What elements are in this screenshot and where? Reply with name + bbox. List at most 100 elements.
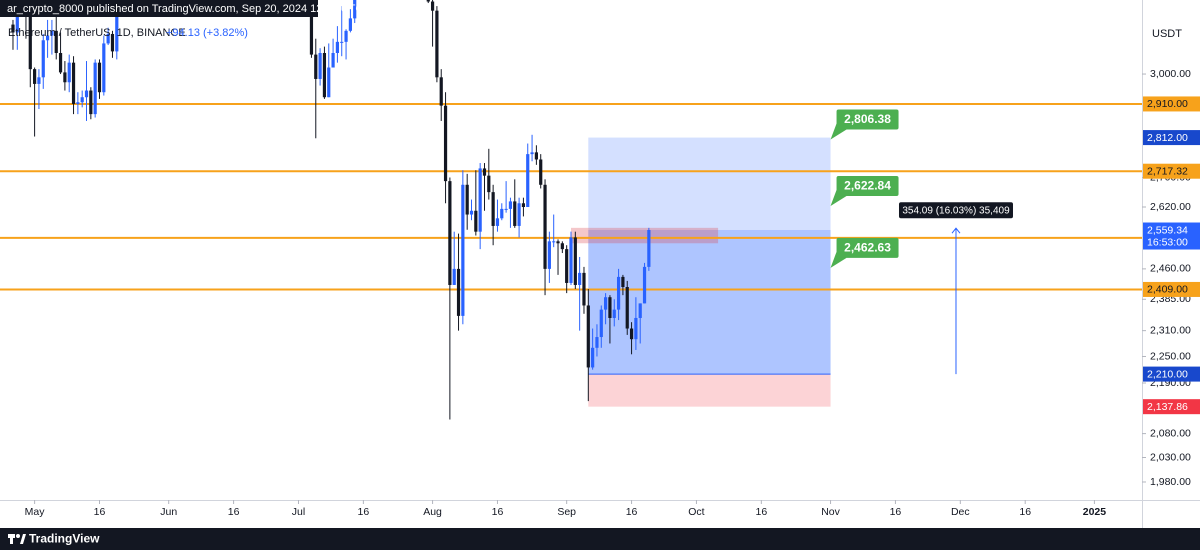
candle-body bbox=[443, 105, 448, 182]
x-tick-label: 16 bbox=[890, 506, 902, 518]
candle-body bbox=[621, 276, 625, 288]
candle-body bbox=[33, 69, 37, 84]
logo bbox=[8, 534, 26, 544]
price-tag-label: 2,717.32 bbox=[1147, 165, 1188, 177]
y-tick-label: 2,080.00 bbox=[1150, 427, 1191, 439]
target-box bbox=[836, 175, 899, 196]
candle-body bbox=[322, 52, 327, 98]
candle-body bbox=[526, 154, 530, 208]
candle-body bbox=[500, 208, 504, 219]
candle-body bbox=[599, 309, 603, 338]
candle-body bbox=[504, 208, 508, 210]
candle-body bbox=[71, 62, 76, 104]
price-tag bbox=[1143, 399, 1200, 415]
candle-body bbox=[45, 35, 50, 41]
candle-body bbox=[560, 243, 564, 250]
x-tick-label: 16 bbox=[94, 506, 106, 518]
symbol: Ethereum / TetherUS, 1D, BINANCE bbox=[8, 27, 186, 39]
candle-body bbox=[638, 303, 642, 318]
candle-body bbox=[547, 241, 551, 269]
candle-body bbox=[565, 249, 569, 283]
candle-body bbox=[28, 6, 32, 70]
candle-body bbox=[517, 203, 521, 226]
candle-body bbox=[543, 184, 547, 269]
candle-body bbox=[487, 175, 491, 193]
candle-body bbox=[539, 159, 543, 185]
candle-body bbox=[353, 0, 357, 19]
candle-body bbox=[448, 181, 452, 285]
price-tag bbox=[1143, 366, 1200, 382]
y-tick-label: 2,460.00 bbox=[1150, 263, 1191, 275]
candle-body bbox=[344, 30, 348, 42]
candle-body bbox=[67, 62, 71, 83]
candle-body bbox=[465, 184, 469, 215]
price-tag bbox=[1143, 130, 1200, 146]
loss-zone bbox=[588, 374, 831, 407]
candle-body bbox=[58, 52, 63, 73]
candle-body bbox=[318, 52, 322, 79]
price-tag-label: 2,210.00 bbox=[1147, 368, 1188, 380]
candle-body bbox=[41, 40, 45, 78]
measure-box bbox=[898, 202, 1013, 219]
candle-body bbox=[314, 54, 318, 79]
brand[interactable]: TradingView bbox=[29, 532, 100, 546]
candle-body bbox=[534, 152, 538, 160]
supply-zone bbox=[571, 227, 719, 244]
measure-arrow bbox=[951, 227, 961, 234]
target-label: 2,622.84 bbox=[844, 179, 891, 193]
candle-body bbox=[586, 305, 590, 368]
candle-body bbox=[582, 272, 586, 306]
candle-body bbox=[552, 241, 556, 243]
open-profit bbox=[588, 230, 831, 375]
y-tick-label: 2,250.00 bbox=[1150, 350, 1191, 362]
candle-body bbox=[478, 168, 482, 232]
currency: USDT bbox=[1152, 28, 1182, 40]
candle-body bbox=[482, 168, 487, 176]
candle-body bbox=[608, 297, 612, 318]
target-box bbox=[836, 237, 899, 258]
candle-body bbox=[452, 268, 456, 285]
price-tag bbox=[1143, 163, 1200, 179]
candle-body bbox=[595, 337, 599, 348]
price-tag-label: 2,812.00 bbox=[1147, 132, 1188, 144]
target-box bbox=[836, 109, 899, 130]
profit-zone bbox=[588, 137, 831, 375]
candle-body bbox=[63, 72, 67, 83]
candle-body bbox=[340, 41, 344, 43]
candle-body bbox=[530, 152, 534, 155]
price-tag-label: 2,910.00 bbox=[1147, 98, 1188, 110]
y-tick-label: 2,310.00 bbox=[1150, 324, 1191, 336]
candle-body bbox=[647, 230, 651, 267]
price-tag-label: 2,409.00 bbox=[1147, 284, 1188, 296]
candle-body bbox=[106, 33, 110, 44]
candle-body bbox=[54, 30, 58, 53]
y-tick-label: 2,030.00 bbox=[1150, 451, 1191, 463]
x-tick-label: 16 bbox=[755, 506, 767, 518]
candle-body bbox=[309, 0, 314, 55]
candle-body bbox=[591, 347, 595, 368]
x-tick-label: 16 bbox=[228, 506, 240, 518]
candle-body bbox=[612, 309, 616, 318]
target-label: 2,462.63 bbox=[844, 240, 891, 254]
x-tick-label: Nov bbox=[821, 506, 840, 518]
x-tick-label: 2025 bbox=[1083, 506, 1107, 518]
candle-body bbox=[348, 18, 352, 31]
candle-body bbox=[84, 90, 89, 98]
x-tick-label: Jun bbox=[160, 506, 177, 518]
candle-body bbox=[50, 30, 54, 36]
candle-body bbox=[93, 62, 97, 115]
candle-body bbox=[508, 201, 513, 209]
candle-body bbox=[439, 77, 443, 106]
candle-body bbox=[37, 77, 41, 84]
publisher: ar_crypto_8000 published on TradingView.… bbox=[7, 3, 376, 15]
candle-body bbox=[521, 203, 526, 208]
price-tag bbox=[1143, 222, 1200, 250]
candle-body bbox=[430, 1, 435, 11]
x-tick-label: Jul bbox=[292, 506, 305, 518]
price-tag-label: 2,137.86 bbox=[1147, 401, 1188, 413]
candle-body bbox=[513, 201, 517, 226]
x-tick-label: Aug bbox=[423, 506, 442, 518]
candle-body bbox=[491, 192, 495, 226]
